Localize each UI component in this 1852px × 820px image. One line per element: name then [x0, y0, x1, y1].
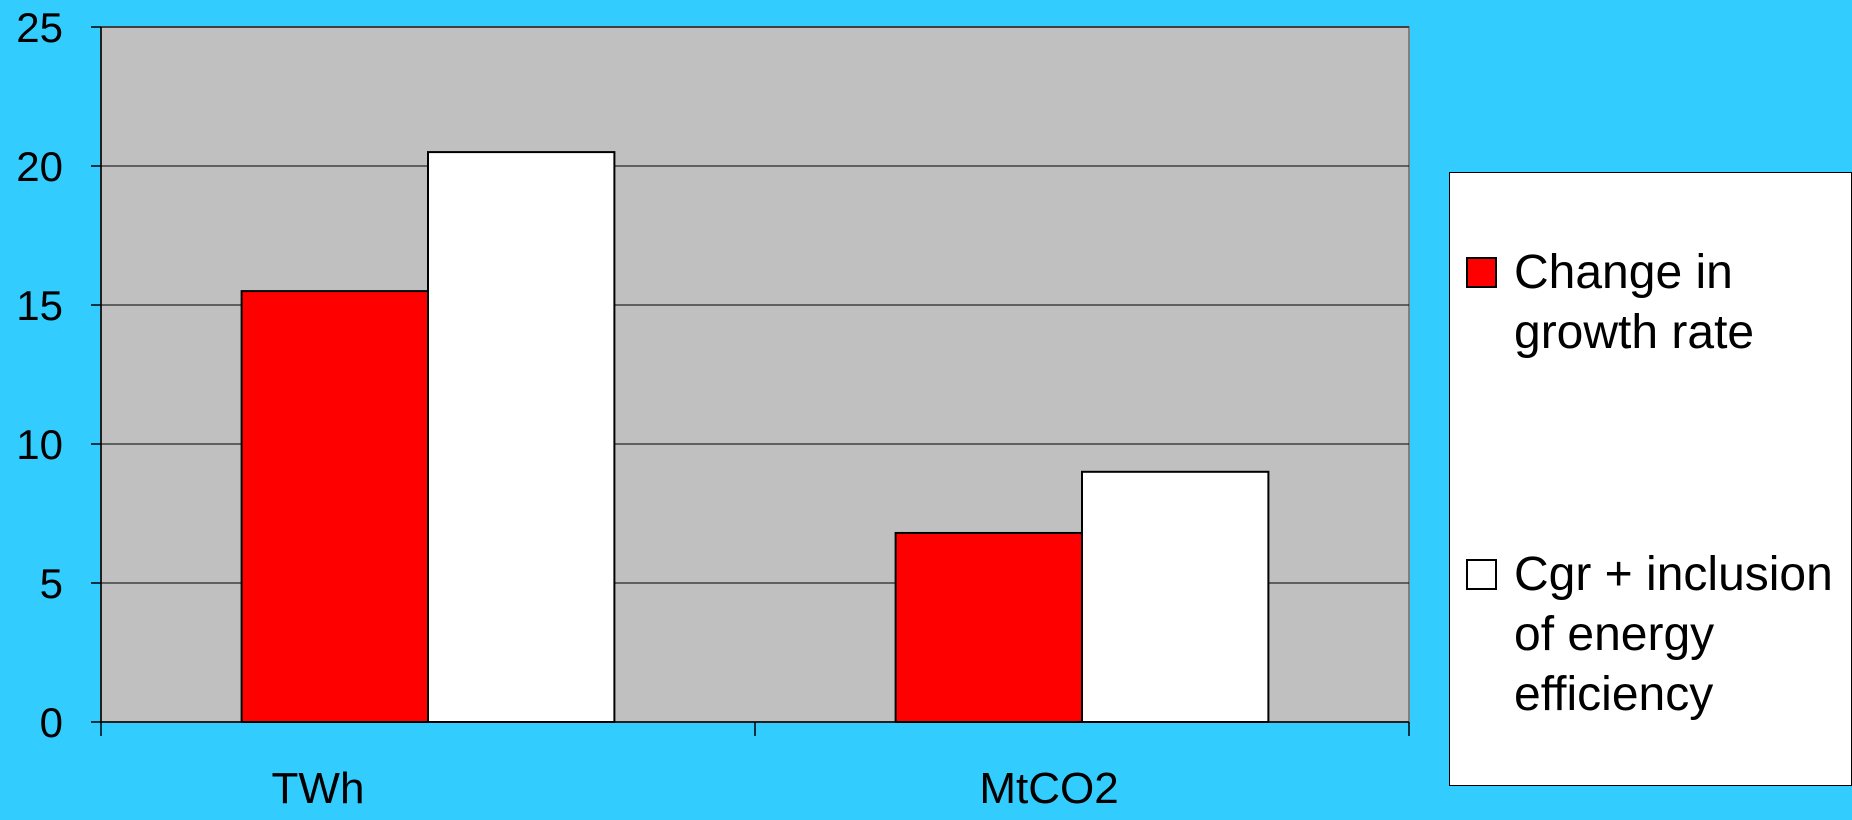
x-tick-label-twh: TWh	[272, 764, 365, 813]
y-tick-label-15: 15	[16, 282, 63, 329]
bar-twh-series-1	[240, 290, 429, 723]
x-tick-labels: TWh MtCO2	[272, 764, 1119, 813]
legend-swatch-series-2	[1466, 559, 1497, 590]
bar-mtco2-series-1	[894, 531, 1083, 724]
bar-twh-series-2	[427, 151, 616, 724]
y-tick-labels: 0 5 10 15 20 25	[16, 4, 63, 746]
bar-mtco2-series-2	[1081, 470, 1270, 723]
bars	[240, 151, 1270, 724]
legend-label-series-1: Change in growth rate	[1514, 246, 1755, 359]
y-tick-label-0: 0	[40, 699, 63, 746]
legend-label-series-2: Cgr + inclusion of energy efficiency	[1514, 548, 1833, 721]
y-tick-label-20: 20	[16, 143, 63, 190]
x-tick-label-mtco2: MtCO2	[979, 764, 1118, 813]
y-tick-label-5: 5	[40, 560, 63, 607]
y-tick-label-10: 10	[16, 421, 63, 468]
legend-swatch-series-1	[1466, 257, 1497, 288]
y-tick-label-25: 25	[16, 4, 63, 51]
legend: Change in growth rate Cgr + inclusion of…	[1449, 172, 1852, 786]
axes	[91, 26, 1410, 736]
